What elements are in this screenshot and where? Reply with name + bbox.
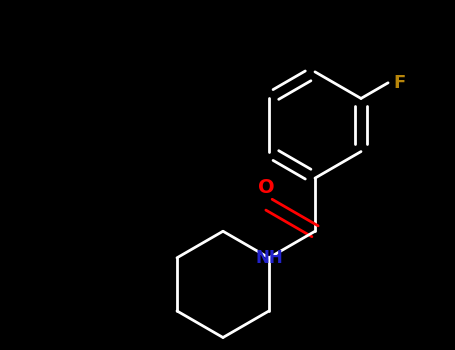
Text: O: O [258,178,274,197]
Text: F: F [393,74,405,92]
Text: NH: NH [255,249,283,267]
